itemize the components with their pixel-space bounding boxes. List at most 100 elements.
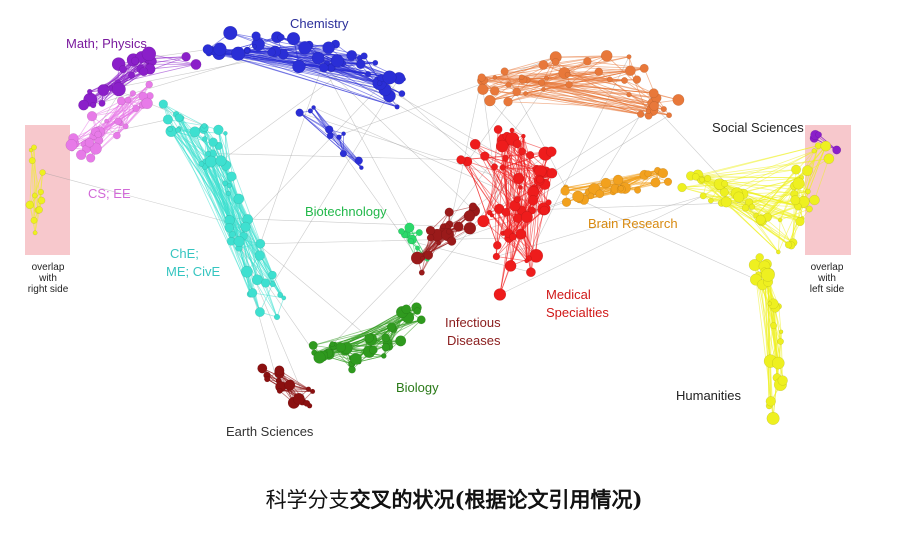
network-edge: [502, 153, 546, 169]
network-node: [267, 48, 276, 57]
network-node: [766, 411, 780, 425]
network-node: [790, 195, 801, 206]
network-edge: [211, 50, 398, 108]
network-node: [545, 199, 552, 206]
cross-edge: [228, 217, 459, 228]
network-node: [512, 87, 522, 97]
network-node: [499, 164, 506, 171]
network-edge: [33, 147, 39, 211]
network-node: [795, 216, 805, 227]
network-node: [381, 333, 391, 343]
network-node: [240, 221, 251, 233]
cross-edge: [482, 89, 500, 210]
network-node: [254, 250, 265, 261]
network-edge: [522, 135, 528, 262]
network-node: [518, 74, 525, 81]
network-node: [225, 190, 231, 197]
network-edge: [525, 93, 665, 110]
cross-edge: [319, 228, 446, 358]
network-edge: [91, 108, 137, 117]
network-node: [114, 117, 122, 126]
network-edge: [385, 319, 422, 339]
network-node: [517, 184, 523, 190]
network-edge: [344, 308, 407, 352]
overlap-left-line3: right side: [28, 284, 69, 295]
network-edge: [276, 297, 285, 318]
network-node: [277, 292, 284, 298]
network-node: [524, 258, 529, 264]
network-edge: [681, 187, 803, 219]
network-node: [129, 90, 137, 97]
network-node: [632, 75, 642, 84]
network-node: [456, 155, 466, 165]
network-node: [814, 142, 822, 150]
network-node: [777, 375, 788, 386]
network-node: [741, 204, 750, 212]
network-node: [407, 238, 414, 245]
network-edge: [194, 131, 222, 162]
network-node: [480, 151, 490, 161]
network-node: [127, 71, 136, 79]
network-edge: [494, 166, 521, 188]
network-node: [644, 170, 652, 178]
network-edge: [238, 241, 261, 313]
network-node: [116, 96, 126, 106]
network-node: [360, 52, 368, 60]
network-node: [260, 278, 271, 288]
network-edge: [340, 308, 407, 348]
network-node: [565, 80, 573, 89]
network-node: [489, 86, 500, 96]
network-edge: [331, 319, 422, 345]
network-node: [594, 67, 604, 77]
network-node: [252, 44, 257, 49]
network-edge: [299, 112, 362, 169]
label-cs-ee: CS; EE: [88, 186, 131, 201]
network-node: [30, 216, 38, 224]
network-edge: [237, 53, 398, 108]
cross-edge: [111, 88, 205, 127]
network-node: [500, 67, 509, 76]
network-node: [444, 207, 454, 217]
network-node: [25, 200, 35, 210]
cross-edge: [521, 202, 750, 211]
network-node: [277, 33, 285, 42]
network-edge: [308, 44, 390, 78]
network-edge: [312, 317, 409, 346]
network-node: [477, 73, 486, 82]
network-node: [634, 186, 642, 194]
network-node: [606, 76, 613, 83]
network-edge: [501, 145, 509, 234]
network-edge: [755, 150, 815, 217]
network-node: [118, 65, 128, 74]
network-node: [202, 136, 208, 142]
network-edge: [788, 145, 827, 246]
network-node: [784, 241, 793, 249]
network-node: [369, 345, 378, 355]
network-node: [86, 153, 96, 163]
network-node: [190, 58, 202, 70]
network-node: [463, 210, 476, 222]
network-node: [122, 123, 129, 130]
network-node: [257, 363, 268, 374]
network-node: [699, 192, 707, 200]
label-earth-sciences: Earth Sciences: [226, 424, 314, 439]
network-node: [777, 217, 783, 223]
network-node: [639, 63, 649, 73]
network-node: [336, 134, 342, 140]
network-node: [508, 233, 517, 241]
cross-edge: [489, 111, 649, 213]
cross-edge: [526, 56, 630, 262]
network-edge: [525, 93, 670, 116]
network-node: [413, 307, 422, 315]
network-node: [527, 195, 539, 206]
network-node: [770, 322, 778, 330]
network-node: [273, 313, 281, 321]
network-node: [761, 267, 775, 282]
network-node: [495, 139, 509, 153]
network-node: [415, 229, 423, 237]
network-edge: [467, 161, 498, 246]
network-node: [37, 196, 46, 205]
label-math-physics: Math; Physics: [66, 36, 147, 51]
network-node: [733, 191, 745, 203]
network-edge: [525, 93, 642, 115]
